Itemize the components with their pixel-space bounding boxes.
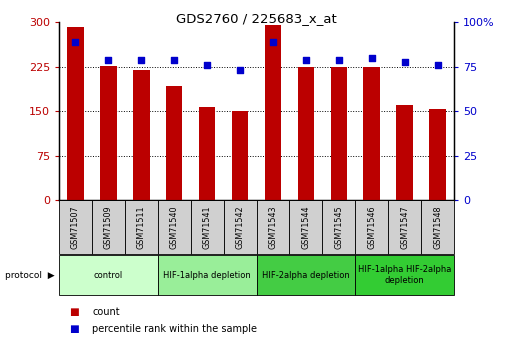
Text: GSM71541: GSM71541 bbox=[203, 205, 212, 249]
Point bbox=[71, 39, 80, 45]
Point bbox=[137, 57, 145, 62]
Point bbox=[368, 55, 376, 61]
Bar bbox=[256, 255, 355, 295]
Point bbox=[433, 62, 442, 68]
Text: HIF-1alpha HIF-2alpha
depletion: HIF-1alpha HIF-2alpha depletion bbox=[358, 265, 451, 285]
Text: ■: ■ bbox=[69, 307, 79, 317]
Bar bbox=[224, 200, 256, 254]
Bar bbox=[388, 200, 421, 254]
Bar bbox=[289, 200, 322, 254]
Bar bbox=[166, 86, 183, 200]
Text: GSM71545: GSM71545 bbox=[334, 205, 343, 249]
Bar bbox=[355, 200, 388, 254]
Point bbox=[203, 62, 211, 68]
Text: GSM71547: GSM71547 bbox=[400, 205, 409, 249]
Text: GSM71544: GSM71544 bbox=[301, 205, 310, 249]
Text: protocol  ▶: protocol ▶ bbox=[5, 270, 55, 280]
Bar bbox=[92, 200, 125, 254]
Text: HIF-2alpha depletion: HIF-2alpha depletion bbox=[262, 270, 350, 280]
Text: GSM71548: GSM71548 bbox=[433, 205, 442, 249]
Bar bbox=[421, 200, 454, 254]
Text: GDS2760 / 225683_x_at: GDS2760 / 225683_x_at bbox=[176, 12, 337, 25]
Bar bbox=[322, 200, 355, 254]
Bar bbox=[125, 200, 158, 254]
Text: HIF-1alpha depletion: HIF-1alpha depletion bbox=[163, 270, 251, 280]
Point bbox=[236, 68, 244, 73]
Point bbox=[170, 57, 179, 62]
Bar bbox=[364, 67, 380, 200]
Bar bbox=[67, 27, 84, 200]
Text: GSM71543: GSM71543 bbox=[268, 205, 278, 249]
Text: ■: ■ bbox=[69, 325, 79, 334]
Point bbox=[401, 59, 409, 64]
Bar bbox=[158, 200, 191, 254]
Text: percentile rank within the sample: percentile rank within the sample bbox=[92, 325, 258, 334]
Text: GSM71509: GSM71509 bbox=[104, 205, 113, 249]
Bar bbox=[429, 109, 446, 200]
Text: GSM71511: GSM71511 bbox=[137, 205, 146, 249]
Text: GSM71542: GSM71542 bbox=[235, 205, 245, 249]
Bar bbox=[355, 255, 454, 295]
Bar bbox=[158, 255, 256, 295]
Bar bbox=[298, 67, 314, 200]
Bar bbox=[199, 107, 215, 200]
Bar bbox=[330, 67, 347, 200]
Text: GSM71540: GSM71540 bbox=[170, 205, 179, 249]
Text: count: count bbox=[92, 307, 120, 317]
Point bbox=[104, 57, 112, 62]
Text: control: control bbox=[94, 270, 123, 280]
Bar bbox=[256, 200, 289, 254]
Bar bbox=[397, 105, 413, 200]
Bar bbox=[133, 70, 149, 200]
Bar bbox=[265, 26, 281, 200]
Text: GSM71546: GSM71546 bbox=[367, 205, 376, 249]
Text: GSM71507: GSM71507 bbox=[71, 205, 80, 249]
Bar bbox=[191, 200, 224, 254]
Bar bbox=[59, 200, 92, 254]
Bar bbox=[232, 111, 248, 200]
Point bbox=[302, 57, 310, 62]
Bar bbox=[59, 255, 158, 295]
Bar bbox=[100, 66, 116, 200]
Point bbox=[334, 57, 343, 62]
Point bbox=[269, 39, 277, 45]
